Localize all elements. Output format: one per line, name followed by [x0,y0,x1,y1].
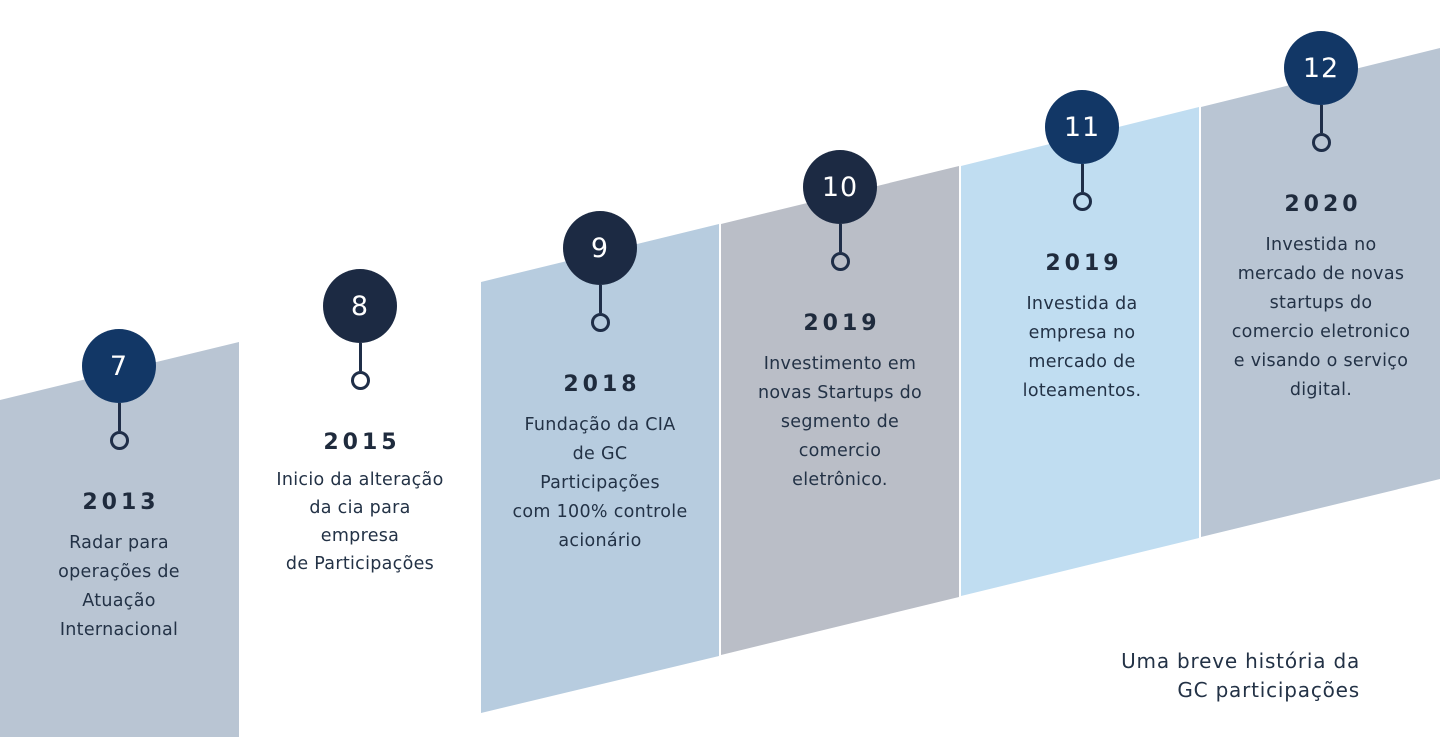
milestone-2019-loteamentos: 11 2019 Investida da empresa no mercado … [992,90,1172,406]
milestone-2019-startups: 10 2019 Investimento em novas Startups d… [750,150,930,495]
milestone-description: Investida da empresa no mercado de lotea… [1023,290,1142,406]
description-line: comercio [798,441,882,461]
milestone-description: Investimento em novas Startups do segmen… [758,350,922,495]
connector-ring-icon [109,431,129,450]
description-line: Inicio da alteração [276,470,444,490]
milestone-description: Inicio da alteração da cia para empresa … [270,466,450,578]
description-line: acionário [558,531,642,551]
connector-ring-icon [350,371,370,390]
panel-2019-a [721,166,959,655]
milestone-number-badge: 10 [803,150,877,224]
connector-ring-icon [1311,133,1331,152]
description-line: com 100% controle [512,502,688,522]
connector-ring-icon [590,313,610,332]
description-line: loteamentos. [1022,381,1142,401]
caption-line: GC participações [1177,678,1360,702]
description-line: Investida da [1026,294,1138,314]
description-line: mercado de [1028,352,1136,372]
milestone-number-badge: 12 [1284,31,1358,105]
milestone-year: 2013 [82,490,160,515]
connector-stem [358,343,362,371]
description-line: comercio eletronico [1231,322,1411,342]
milestone-number-badge: 9 [563,211,637,285]
description-line: mercado de novas [1237,264,1405,284]
connector-stem [1080,164,1084,192]
milestone-number: 10 [821,171,859,203]
description-line: Investimento em [763,354,917,374]
description-line: eletrônico. [792,470,888,490]
description-line: Atuação [82,591,156,611]
milestone-2018: 9 2018 Fundação da CIA de GC Participaçõ… [510,211,690,556]
timeline-caption: Uma breve história da GC participações [1121,647,1360,705]
milestone-number: 11 [1063,111,1101,143]
description-line: Investida no [1265,235,1377,255]
connector-stem [117,403,121,431]
milestone-number: 7 [109,350,129,382]
description-line: Fundação da CIA [524,415,676,435]
milestone-description: Radar para operações de Atuação Internac… [58,529,180,645]
milestone-2013: 7 2013 Radar para operações de Atuação I… [29,329,209,645]
milestone-year: 2020 [1284,192,1362,217]
milestone-year: 2019 [803,311,881,336]
description-line: operações de [58,562,180,582]
description-line: de GC Participações [540,444,660,493]
milestone-2020: 12 2020 Investida no mercado de novas st… [1231,31,1411,405]
connector-ring-icon [1072,192,1092,211]
milestone-description: Fundação da CIA de GC Participações com … [510,411,690,556]
panel-2019-b [961,107,1199,596]
milestone-description: Investida no mercado de novas startups d… [1232,231,1410,405]
description-line: de Participações [285,554,435,574]
milestone-number: 9 [590,232,610,264]
description-line: novas Startups do [757,383,923,403]
description-line: segmento de [780,412,900,432]
connector-ring-icon [830,252,850,271]
panel-2018 [481,224,719,713]
milestone-number: 8 [350,290,370,322]
description-line: e visando o serviço [1233,351,1409,371]
panel-2020 [1201,48,1440,537]
description-line: da cia para empresa [309,498,411,546]
caption-line: Uma breve história da [1121,649,1360,673]
description-line: Internacional [59,620,179,640]
milestone-number-badge: 8 [323,269,397,343]
milestone-year: 2018 [563,372,641,397]
milestone-year: 2019 [1045,251,1123,276]
connector-stem [598,285,602,313]
milestone-number-badge: 7 [82,329,156,403]
description-line: startups do [1269,293,1373,313]
milestone-number-badge: 11 [1045,90,1119,164]
milestone-number: 12 [1302,52,1340,84]
panel-2013 [0,342,239,737]
description-line: Radar para [69,533,169,553]
milestone-2015: 8 2015 Inicio da alteração da cia para e… [270,269,450,578]
description-line: empresa no [1028,323,1136,343]
connector-stem [838,224,842,252]
description-line: digital. [1289,380,1353,400]
connector-stem [1319,105,1323,133]
milestone-year: 2015 [323,430,401,455]
